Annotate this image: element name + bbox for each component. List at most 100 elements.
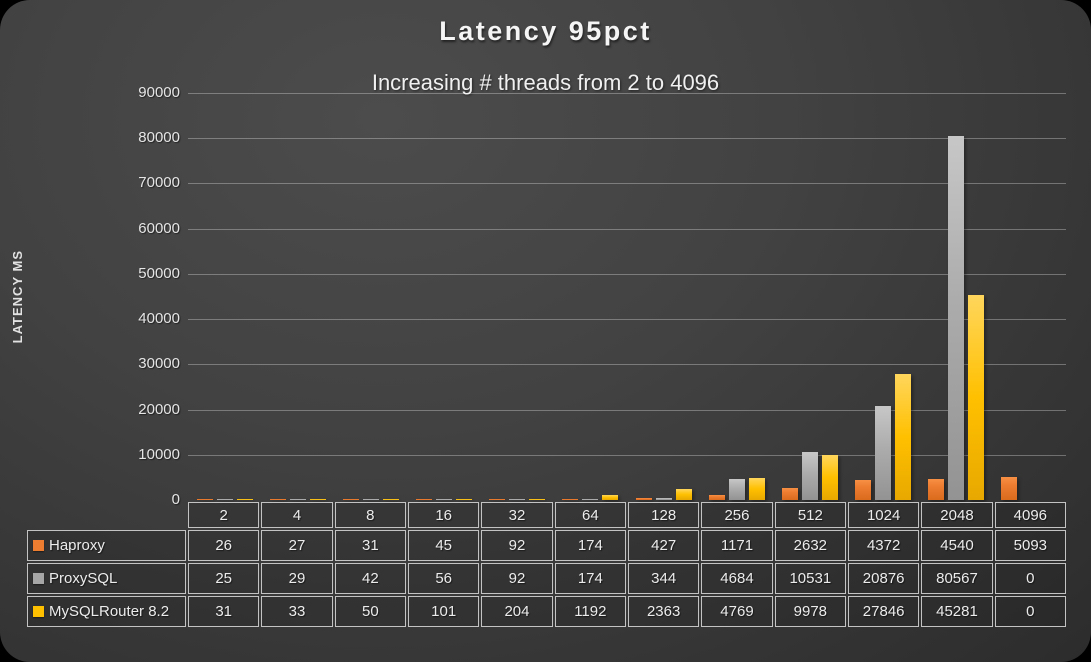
bar-haproxy-64 (562, 499, 579, 500)
gridline (188, 409, 1066, 411)
value-cell: 0 (994, 596, 1066, 627)
value-cell: 174 (554, 530, 626, 561)
bar-haproxy-4096 (1001, 476, 1018, 500)
y-axis-tick-label: 30000 (138, 355, 180, 373)
bar-group-8 (334, 93, 407, 500)
category-header-cell: 2 (188, 502, 260, 528)
bar-group-2048 (920, 93, 993, 500)
bar-proxysql-8 (362, 499, 379, 500)
bar-group-4 (261, 93, 334, 500)
value-cell: 4540 (921, 530, 993, 561)
gridline (188, 183, 1066, 185)
category-header-cell: 256 (701, 502, 773, 528)
value-cell: 31 (188, 596, 260, 627)
value-cell: 1171 (701, 530, 773, 561)
value-cell: 9978 (774, 596, 846, 627)
y-axis-tick-label: 10000 (138, 445, 180, 463)
value-cell: 50 (334, 596, 406, 627)
y-axis-tick-labels: 0 10000 20000 30000 40000 50000 60000 70000 8000… (95, 84, 180, 508)
bar-haproxy-8 (342, 499, 359, 500)
value-cell: 29 (261, 563, 333, 594)
chart-title: Latency 95pct (439, 16, 652, 46)
bar-group-1024 (847, 93, 920, 500)
plot-area (188, 93, 1066, 500)
bar-proxysql-512 (801, 452, 818, 500)
gridline (188, 228, 1066, 230)
value-cell: 92 (481, 563, 553, 594)
series-name-label: ProxySQL (49, 570, 118, 587)
y-axis-tick-label: 80000 (138, 129, 180, 147)
bar-haproxy-2048 (928, 479, 945, 500)
bar-haproxy-4 (269, 499, 286, 500)
category-header-cell: 32 (481, 502, 553, 528)
bar-haproxy-2 (196, 499, 213, 500)
bar-proxysql-16 (436, 499, 453, 500)
category-header-cell: 128 (628, 502, 700, 528)
value-cell: 31 (334, 530, 406, 561)
bar-mysqlrouter-8-2-128 (675, 489, 692, 500)
bar-mysqlrouter-8-2-8 (382, 499, 399, 500)
category-header-cell: 8 (334, 502, 406, 528)
category-header-cell: 512 (774, 502, 846, 528)
value-cell: 27 (261, 530, 333, 561)
category-header-cell: 64 (554, 502, 626, 528)
value-cell: 2632 (774, 530, 846, 561)
bar-proxysql-2048 (948, 135, 965, 500)
bar-group-16 (408, 93, 481, 500)
value-cell: 344 (628, 563, 700, 594)
value-cell: 174 (554, 563, 626, 594)
bar-group-2 (188, 93, 261, 500)
gridline (188, 93, 1066, 94)
bar-proxysql-4 (289, 499, 306, 500)
bar-haproxy-256 (708, 494, 725, 500)
category-header-cell: 16 (408, 502, 480, 528)
category-header-cell: 2048 (921, 502, 993, 528)
bar-group-32 (481, 93, 554, 500)
value-cell: 1192 (554, 596, 626, 627)
series-name-cell: Haproxy (27, 530, 186, 561)
y-axis-tick-label: 50000 (138, 264, 180, 282)
bar-haproxy-32 (489, 499, 506, 500)
value-cell: 2363 (628, 596, 700, 627)
value-cell: 80567 (921, 563, 993, 594)
legend-swatch-icon (33, 540, 44, 551)
bar-proxysql-1024 (875, 405, 892, 500)
series-name-cell: ProxySQL (27, 563, 186, 594)
bar-mysqlrouter-8-2-32 (529, 499, 546, 500)
bar-group-128 (627, 93, 700, 500)
value-cell: 92 (481, 530, 553, 561)
value-cell: 42 (334, 563, 406, 594)
y-axis-tick-label: 0 (171, 491, 180, 508)
bar-proxysql-32 (509, 499, 526, 500)
y-axis-tick-label: 70000 (138, 174, 180, 192)
bar-proxysql-2 (216, 499, 233, 500)
value-cell: 4372 (848, 530, 920, 561)
y-axis-title: LATENCY MS (6, 93, 28, 500)
bar-mysqlrouter-8-2-4 (309, 499, 326, 500)
bar-proxysql-256 (728, 478, 745, 500)
bar-proxysql-128 (655, 498, 672, 500)
gridline (188, 273, 1066, 275)
table-corner-cell (27, 502, 186, 528)
bar-mysqlrouter-8-2-16 (456, 499, 473, 500)
y-axis-tick-label: 90000 (138, 84, 180, 101)
value-cell: 427 (628, 530, 700, 561)
value-cell: 101 (408, 596, 480, 627)
category-header-cell: 4 (261, 502, 333, 528)
bar-mysqlrouter-8-2-64 (602, 494, 619, 500)
bar-mysqlrouter-8-2-2 (236, 499, 253, 500)
gridline (188, 138, 1066, 140)
bar-haproxy-512 (781, 488, 798, 500)
bar-proxysql-64 (582, 499, 599, 500)
bar-haproxy-128 (635, 498, 652, 500)
legend-swatch-icon (33, 606, 44, 617)
value-cell: 4684 (701, 563, 773, 594)
chart-subtitle: Increasing # threads from 2 to 4096 (371, 70, 720, 95)
bar-haproxy-1024 (855, 480, 872, 500)
series-name-label: Haproxy (49, 537, 105, 554)
bar-mysqlrouter-8-2-1024 (895, 374, 912, 500)
value-cell: 45281 (921, 596, 993, 627)
data-table: 2 4 8 16 32 64 128 256 512 1024 2048 4096 Haproxy 26 2… (27, 502, 1066, 627)
y-axis-title-text: LATENCY MS (9, 249, 25, 344)
gridline (188, 319, 1066, 321)
